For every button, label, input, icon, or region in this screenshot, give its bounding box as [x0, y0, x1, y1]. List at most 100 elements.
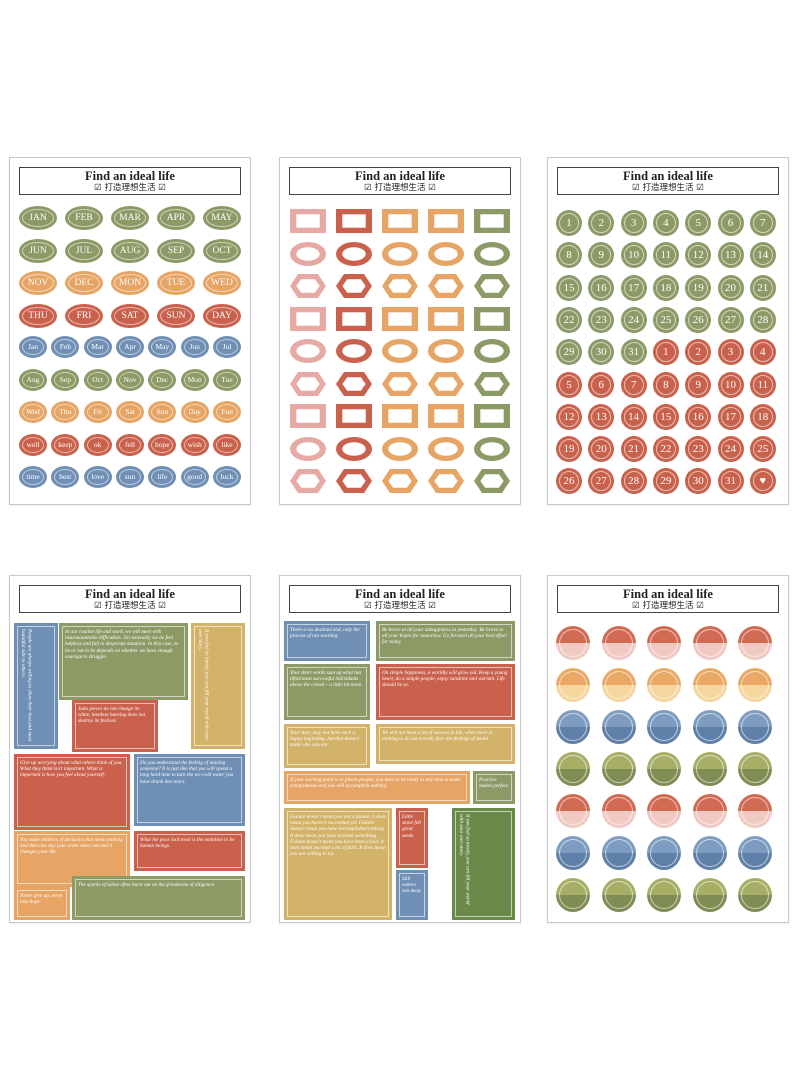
- sticker-border: [591, 213, 612, 233]
- sticker-border: [287, 624, 367, 658]
- sticker-border: [623, 342, 644, 363]
- label-sticker: JUL: [65, 238, 103, 263]
- sticker-border: [604, 713, 633, 741]
- sticker-border: [752, 342, 773, 363]
- sticker-border: [752, 471, 773, 492]
- sticker-text: Jun: [189, 342, 200, 351]
- label-sticker: Jul: [213, 336, 241, 358]
- quote-sticker: There is no destined end, only the proce…: [284, 621, 370, 661]
- label-sticker: Wed: [19, 401, 47, 423]
- sticker-border: [559, 439, 579, 460]
- label-sticker: like: [213, 433, 241, 456]
- sticker-border: [604, 671, 633, 699]
- frame-sticker: [335, 208, 373, 234]
- sticker-border: [655, 374, 676, 395]
- frame-sticker: [381, 371, 419, 397]
- sticker-text: Wed: [26, 407, 40, 416]
- frame-shape: [336, 209, 372, 233]
- sticker-number: 26: [563, 475, 575, 488]
- number-sticker: 11: [749, 371, 776, 398]
- sticker-border: [114, 209, 146, 227]
- frame-shape: [336, 274, 372, 298]
- sticker-number: 19: [563, 443, 575, 456]
- sticker-border: [68, 241, 100, 260]
- frame-shape: [382, 371, 418, 396]
- sticker-text: WED: [211, 278, 233, 288]
- sticker-number: 16: [595, 281, 607, 294]
- sheet-subtitle: ☑ 打造理想生活 ☑: [364, 601, 436, 611]
- label-sticker: SAT: [111, 303, 149, 328]
- frame-shape: [336, 436, 372, 461]
- sheet-header: Find an ideal life ☑ 打造理想生活 ☑: [289, 585, 511, 613]
- sticker-border: [623, 245, 644, 266]
- number-sticker: 10: [717, 371, 744, 398]
- dot-sticker: [738, 668, 772, 702]
- label-sticker: NOV: [19, 271, 57, 295]
- label-sticker: Mar: [83, 336, 112, 358]
- sticker-border: [741, 755, 769, 783]
- frame-shape: [290, 274, 326, 298]
- sticker-text: Dec: [156, 374, 169, 384]
- frame-shape: [382, 306, 418, 331]
- sticker-number: 16: [692, 410, 704, 423]
- frame-sticker: [473, 338, 511, 364]
- frame-shape: [382, 274, 418, 298]
- sheet-header: Find an ideal life ☑ 打造理想生活 ☑: [19, 167, 241, 195]
- frame-shape: [290, 469, 326, 493]
- quote-sticker: If your starting point is to please peop…: [284, 771, 470, 804]
- sticker-border: [559, 342, 579, 363]
- sticker-number: 27: [725, 313, 736, 326]
- sticker-border: [752, 406, 773, 427]
- sticker-border: [591, 342, 612, 363]
- sticker-border: [206, 274, 238, 292]
- sticker-number: 24: [628, 313, 640, 326]
- sticker-border: [160, 306, 192, 325]
- number-sticker: 28: [620, 468, 647, 495]
- sticker-border: [623, 277, 644, 298]
- quote-text: Your story may not have such a happy beg…: [290, 730, 360, 749]
- label-sticker: hope: [148, 433, 177, 456]
- sticker-number: 21: [628, 443, 640, 456]
- label-sticker: JUN: [19, 238, 57, 263]
- sticker-border: [119, 404, 141, 420]
- frame-shape: [382, 241, 418, 266]
- label-sticker: keep: [51, 433, 80, 456]
- quote-text: There is no destined end, only the proce…: [290, 627, 360, 640]
- sticker-border: [741, 839, 769, 867]
- sticker-border: [17, 626, 55, 746]
- sticker-number: 29: [563, 346, 575, 359]
- label-sticker: Dec: [148, 368, 177, 391]
- sticker-number: 30: [692, 475, 704, 488]
- quote-text: What the poor lack most is the ambition …: [140, 837, 235, 850]
- number-sticker: 12: [556, 403, 582, 430]
- sticker-number: 2: [695, 346, 701, 359]
- frame-shape: [428, 241, 464, 266]
- sticker-text: Feb: [59, 342, 71, 351]
- number-sticker: 15: [556, 274, 582, 301]
- label-sticker: Feb: [51, 336, 80, 358]
- frame-sticker: [289, 273, 327, 299]
- label-sticker: May: [148, 336, 177, 358]
- sticker-border: [54, 404, 77, 420]
- sticker-sheet-quotes-a: Find an ideal life ☑ 打造理想生活 ☑ In our rou…: [9, 575, 251, 923]
- sticker-border: [287, 774, 467, 801]
- dot-sticker: [647, 752, 681, 786]
- sticker-text: like: [221, 439, 233, 449]
- sticker-border: [559, 213, 579, 233]
- sticker-number: 14: [628, 410, 640, 423]
- label-sticker: MAR: [111, 206, 149, 230]
- sticker-border: [17, 890, 67, 917]
- sticker-text: well: [26, 439, 40, 449]
- sticker-text: Mon: [187, 374, 202, 384]
- dot-sticker: [692, 878, 727, 912]
- dot-sticker: [556, 836, 590, 870]
- sheet-title: Find an ideal life: [623, 587, 713, 601]
- label-sticker: time: [19, 466, 47, 488]
- label-sticker: wish: [180, 433, 209, 456]
- label-sticker: Sat: [116, 401, 144, 423]
- quote-text: Do you understand the feeling of missing…: [140, 760, 234, 785]
- sticker-border: [559, 881, 587, 909]
- sticker-number: 15: [563, 281, 575, 294]
- sticker-text: AUG: [119, 245, 141, 256]
